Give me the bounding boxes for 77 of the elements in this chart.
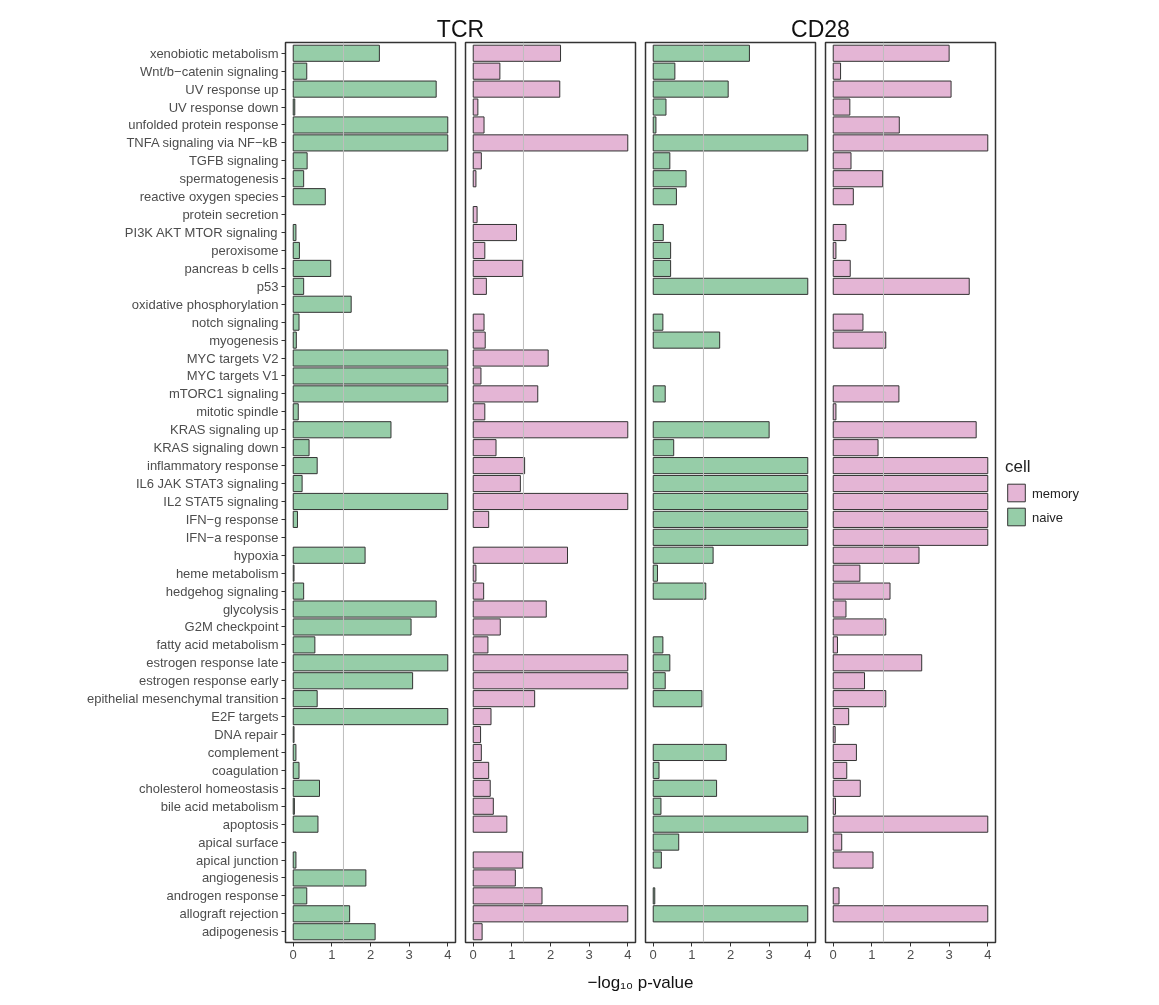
y-tick-label: xenobiotic metabolism [149,45,279,61]
legend-label: naive [1032,509,1064,524]
y-tick-label: apical surface [198,834,279,850]
y-tick-label: protein secretion [182,207,279,223]
y-tick-label: unfolded protein response [128,117,279,133]
x-tick-label: 4 [984,946,992,962]
y-tick-label: DNA repair [214,727,279,743]
y-tick-label: inflammatory response [147,458,279,474]
y-tick-label: spermatogenesis [179,171,279,187]
x-tick-label: 2 [366,946,375,962]
y-tick-label: UV response up [185,81,279,97]
y-tick-label: estrogen response late [146,655,279,671]
chart-title: TCR [436,15,485,42]
x-tick-label: 2 [546,946,555,962]
y-tick-label: estrogen response early [139,673,279,689]
y-tick-label: KRAS signaling up [170,422,279,438]
x-tick-label: 4 [804,946,812,962]
y-tick-label: notch signaling [191,314,279,330]
x-tick-label: 4 [624,946,632,962]
bar [652,385,666,403]
y-tick-label: mTORC1 signaling [168,386,279,402]
y-tick-label: G2M checkpoint [184,619,279,635]
y-tick-label: hedgehog signaling [165,583,279,599]
y-tick-label: coagulation [212,762,279,778]
x-tick-label: 0 [649,946,657,962]
y-tick-label: pancreas b cells [184,260,279,276]
x-tick-label: 0 [829,946,837,962]
y-tick-label: TNFA signaling via NF−kB [126,135,278,151]
x-tick-label: 3 [585,946,593,962]
y-tick-label: Wnt/b−catenin signaling [140,63,279,79]
y-tick-label: allograft rejection [179,906,279,922]
x-tick-label: 1 [688,946,696,962]
x-tick-label: 3 [405,946,413,962]
y-tick-label: MYC targets V1 [186,368,279,384]
y-tick-label: myogenesis [209,332,279,348]
y-tick-label: MYC targets V2 [186,350,279,366]
y-tick-label: epithelial mesenchymal transition [87,691,279,707]
x-tick-label: 2 [726,946,735,962]
y-tick-label: TGFB signaling [188,153,279,169]
y-tick-label: IL6 JAK STAT3 signaling [135,476,279,492]
x-tick-label: 4 [444,946,452,962]
y-tick-label: glycolysis [222,601,279,617]
y-tick-label: KRAS signaling down [153,440,279,456]
x-tick-label: 0 [469,946,477,962]
y-tick-label: E2F targets [211,709,279,725]
y-tick-label: cholesterol homeostasis [139,780,279,796]
x-tick-label: 1 [868,946,876,962]
y-tick-label: apoptosis [222,816,279,832]
legend-title: cell [1005,456,1032,477]
y-tick-label: peroxisome [211,242,279,258]
y-tick-label: androgen response [166,888,279,904]
y-tick-label: PI3K AKT MTOR signaling [124,225,278,241]
y-tick-label: adipogenesis [201,924,279,940]
x-tick-label: 0 [289,946,297,962]
legend-label: memory [1032,485,1079,500]
y-tick-label: hypoxia [233,547,280,563]
y-tick-label: oxidative phosphorylation [131,296,279,312]
y-tick-label: apical junction [196,852,279,868]
x-tick-label: 3 [945,946,953,962]
x-tick-label: 1 [508,946,516,962]
y-tick-label: heme metabolism [175,565,279,581]
y-tick-label: IFN−g response [185,511,279,527]
x-axis-title: −log₁₀ p-value [587,973,694,992]
x-tick-label: 1 [328,946,336,962]
y-tick-label: fatty acid metabolism [156,637,279,653]
y-tick-label: mitotic spindle [196,404,279,420]
x-tick-label: 3 [765,946,773,962]
y-tick-label: reactive oxygen species [139,189,279,205]
y-tick-label: UV response down [168,99,279,115]
y-tick-label: angiogenesis [201,870,279,886]
y-tick-label: IL2 STAT5 signaling [163,493,279,509]
x-tick-label: 2 [906,946,915,962]
y-tick-label: IFN−a response [185,529,279,545]
y-tick-label: p53 [256,278,279,294]
chart-title: CD28 [791,15,850,42]
y-tick-label: bile acid metabolism [160,798,279,814]
y-tick-label: complement [207,744,279,760]
